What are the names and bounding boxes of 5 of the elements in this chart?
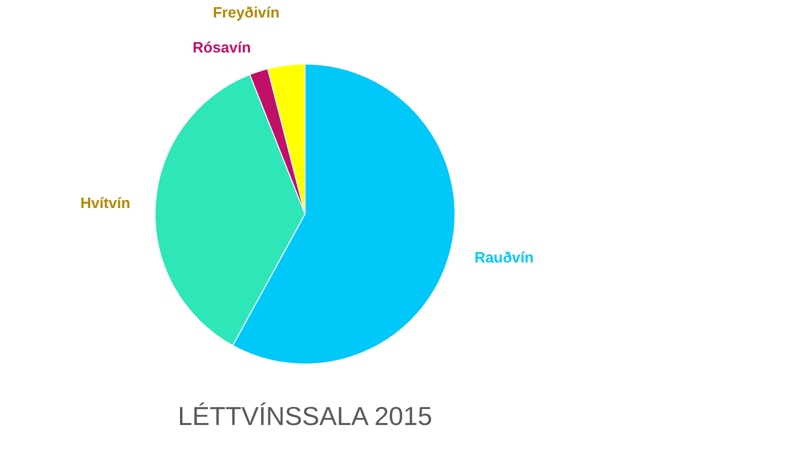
slice-label: Freyðivín <box>212 4 280 22</box>
slice-label: Rósavín <box>192 40 251 57</box>
slice-label: Hvítvín <box>80 195 130 212</box>
slice-label: Rauðvín <box>474 250 534 267</box>
text: LÉTTVÍNSSALA 2015 <box>178 401 432 431</box>
